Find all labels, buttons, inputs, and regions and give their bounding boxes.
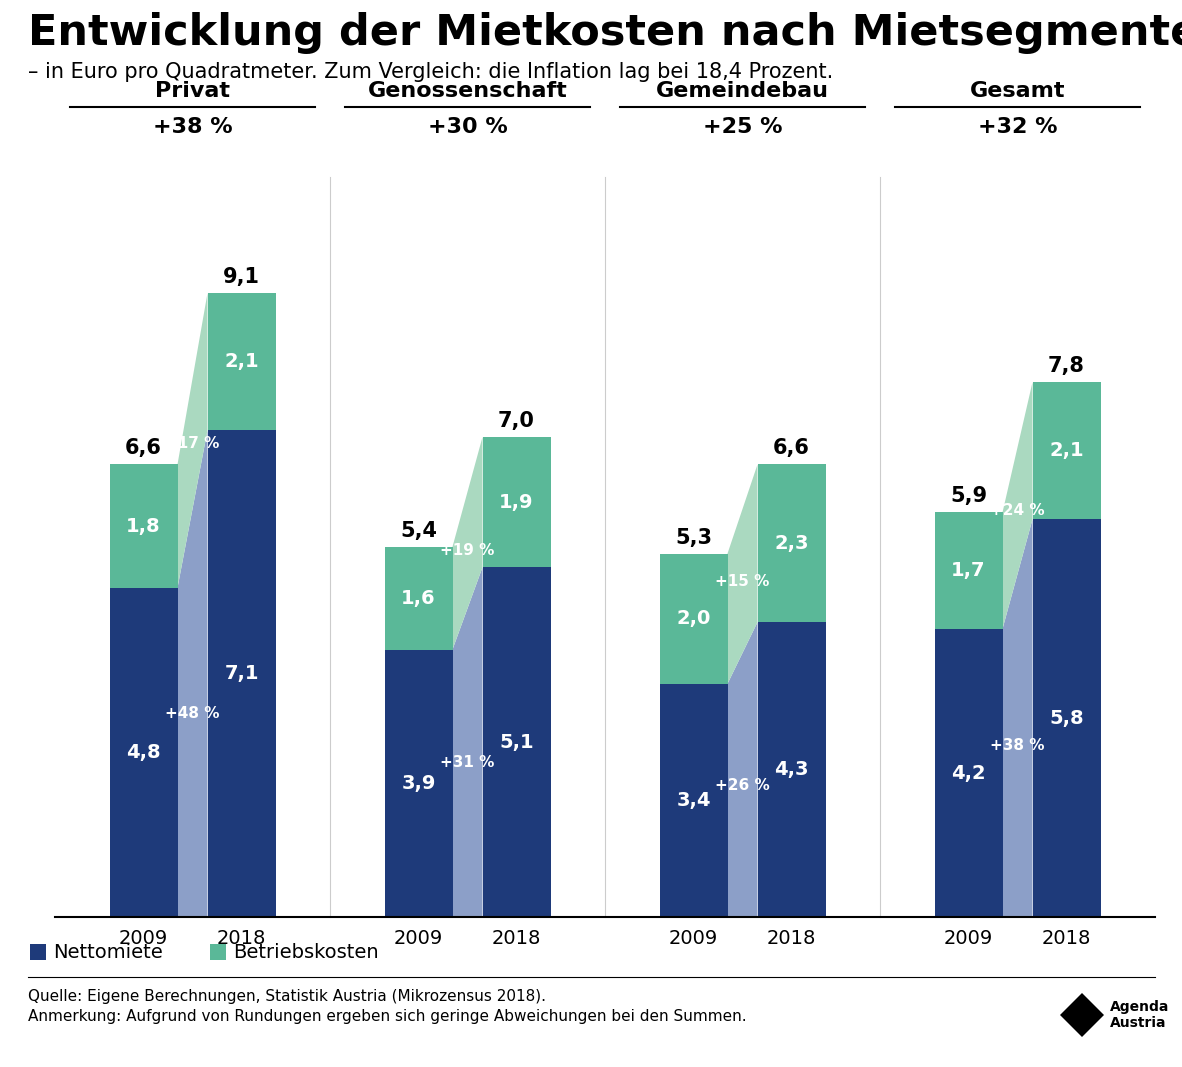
Text: – in Euro pro Quadratmeter. Zum Vergleich: die Inflation lag bei 18,4 Prozent.: – in Euro pro Quadratmeter. Zum Vergleic… <box>28 62 833 82</box>
Polygon shape <box>727 464 758 684</box>
Bar <box>935 512 1002 630</box>
Text: 2,1: 2,1 <box>225 352 259 371</box>
Text: Betriebskosten: Betriebskosten <box>233 942 378 961</box>
Text: +38 %: +38 % <box>991 738 1045 753</box>
Text: +26 %: +26 % <box>715 778 769 793</box>
Text: +31 %: +31 % <box>441 755 495 770</box>
Text: Gemeindebau: Gemeindebau <box>656 81 829 101</box>
Text: +19 %: +19 % <box>441 543 495 558</box>
Bar <box>208 293 275 430</box>
Text: 1,8: 1,8 <box>126 516 161 536</box>
Polygon shape <box>1060 993 1104 1037</box>
Polygon shape <box>727 622 758 917</box>
Bar <box>110 464 177 588</box>
Polygon shape <box>453 568 482 917</box>
Text: 1,7: 1,7 <box>952 561 986 580</box>
Bar <box>482 568 551 917</box>
Text: Quelle: Eigene Berechnungen, Statistik Austria (Mikrozensus 2018).: Quelle: Eigene Berechnungen, Statistik A… <box>28 989 546 1004</box>
Text: 3,9: 3,9 <box>402 774 436 793</box>
Bar <box>384 650 453 917</box>
Bar <box>210 944 226 960</box>
Text: Entwicklung der Mietkosten nach Mietsegmenten: Entwicklung der Mietkosten nach Mietsegm… <box>28 12 1182 54</box>
Polygon shape <box>177 293 208 588</box>
Text: 7,1: 7,1 <box>225 664 259 683</box>
Text: +48 %: +48 % <box>165 705 220 720</box>
Polygon shape <box>1002 520 1033 917</box>
Bar <box>208 430 275 917</box>
Text: 7,8: 7,8 <box>1048 356 1085 377</box>
Text: 2,0: 2,0 <box>676 609 710 628</box>
Text: 7,0: 7,0 <box>498 411 535 431</box>
Text: 6,6: 6,6 <box>125 439 162 459</box>
Polygon shape <box>453 437 482 650</box>
Text: 5,4: 5,4 <box>400 521 437 541</box>
Text: 2009: 2009 <box>394 929 443 947</box>
Text: 2,3: 2,3 <box>774 534 808 553</box>
Text: +30 %: +30 % <box>428 117 507 137</box>
Text: +17 %: +17 % <box>165 436 220 451</box>
Text: +24 %: +24 % <box>991 504 1045 519</box>
Bar <box>482 437 551 568</box>
Text: Privat: Privat <box>155 81 230 101</box>
Text: 2009: 2009 <box>119 929 168 947</box>
Text: 2009: 2009 <box>944 929 993 947</box>
Bar <box>660 554 727 684</box>
Text: Austria: Austria <box>1110 1016 1167 1030</box>
Text: Nettomiete: Nettomiete <box>53 942 163 961</box>
Polygon shape <box>177 430 208 917</box>
Bar <box>110 588 177 917</box>
Text: 5,3: 5,3 <box>675 527 712 547</box>
Text: Genossenschaft: Genossenschaft <box>368 81 567 101</box>
Text: 2018: 2018 <box>767 929 817 947</box>
Text: 2018: 2018 <box>492 929 541 947</box>
Bar <box>1033 520 1100 917</box>
Text: 2009: 2009 <box>669 929 719 947</box>
Text: Anmerkung: Aufgrund von Rundungen ergeben sich geringe Abweichungen bei den Summ: Anmerkung: Aufgrund von Rundungen ergebe… <box>28 1009 747 1024</box>
Text: +25 %: +25 % <box>703 117 782 137</box>
Text: 5,9: 5,9 <box>950 487 987 507</box>
Text: +15 %: +15 % <box>715 573 769 589</box>
Text: 6,6: 6,6 <box>773 439 810 459</box>
Bar <box>758 464 825 622</box>
Bar <box>1033 382 1100 520</box>
Text: +38 %: +38 % <box>152 117 233 137</box>
Bar <box>384 546 453 650</box>
Bar <box>758 622 825 917</box>
Text: 4,2: 4,2 <box>952 764 986 782</box>
Polygon shape <box>1002 382 1033 630</box>
Text: 2018: 2018 <box>216 929 266 947</box>
Text: 1,9: 1,9 <box>499 493 534 512</box>
Text: 1,6: 1,6 <box>401 589 436 607</box>
Text: 2,1: 2,1 <box>1050 442 1084 460</box>
Text: Gesamt: Gesamt <box>969 81 1065 101</box>
Text: 4,8: 4,8 <box>126 743 161 762</box>
Text: 5,1: 5,1 <box>499 733 534 751</box>
Text: +32 %: +32 % <box>978 117 1057 137</box>
Text: 5,8: 5,8 <box>1050 708 1084 728</box>
Text: 2018: 2018 <box>1041 929 1091 947</box>
Bar <box>660 684 727 917</box>
Text: Agenda: Agenda <box>1110 1000 1169 1014</box>
Text: 4,3: 4,3 <box>774 760 808 779</box>
Bar <box>30 944 46 960</box>
Text: 9,1: 9,1 <box>223 267 260 287</box>
Text: 3,4: 3,4 <box>676 791 710 810</box>
Bar <box>935 630 1002 917</box>
